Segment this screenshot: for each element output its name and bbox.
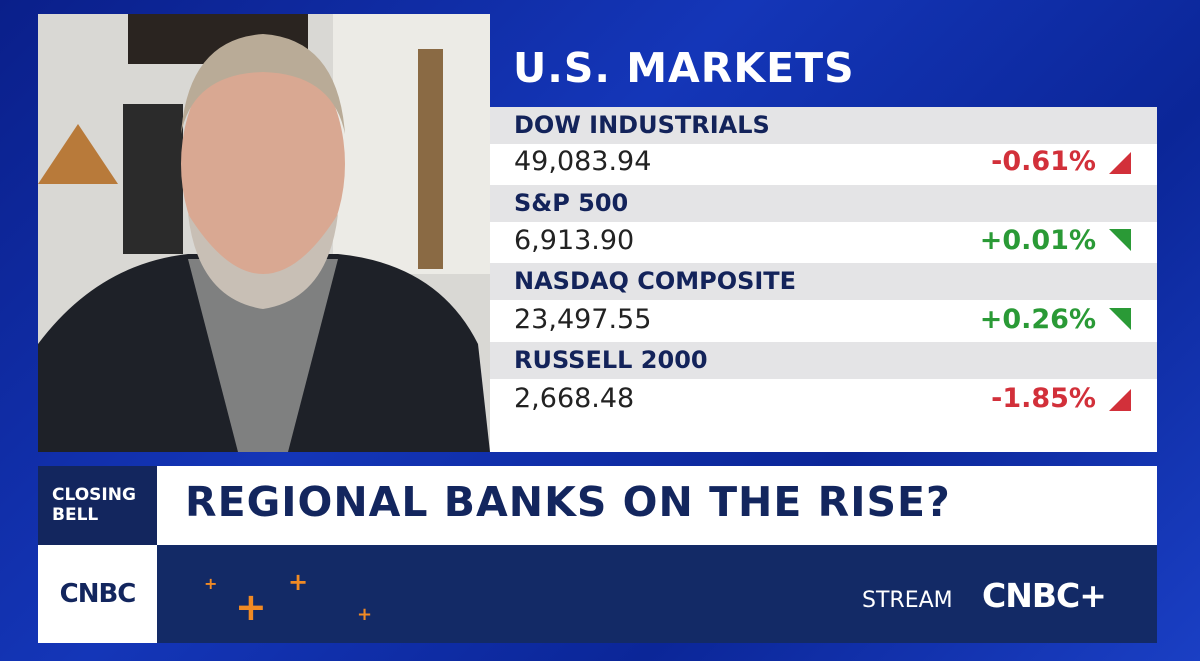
decor: + (357, 604, 373, 625)
show-name: CLOSING BELL (38, 466, 157, 545)
index-change: +0.26% (979, 304, 1096, 335)
index-value: 6,913.90 (514, 225, 635, 256)
index-name: RUSSELL 2000 (490, 342, 1157, 379)
index-name: DOW INDUSTRIALS (490, 107, 1157, 144)
index-value: 49,083.94 (514, 146, 652, 177)
up-arrow (1109, 229, 1131, 251)
index-change: -0.61% (991, 146, 1096, 177)
index-value: 23,497.55 (514, 304, 652, 335)
decor: + (204, 574, 218, 593)
decor: + (288, 568, 309, 596)
index-value: 2,668.48 (514, 383, 635, 414)
video-feed (38, 14, 490, 452)
decor: + (235, 585, 267, 629)
show-line: BELL (52, 505, 99, 525)
network-logo: CNBC (38, 545, 157, 643)
index-name: S&P 500 (490, 185, 1157, 222)
headline: REGIONAL BANKS ON THE RISE? (185, 478, 951, 526)
show-line: CLOSING (52, 485, 136, 505)
footer-band (38, 545, 1157, 643)
index-change: +0.01% (979, 225, 1096, 256)
stream-label: STREAM (862, 588, 953, 613)
index-change: -1.85% (991, 383, 1096, 414)
index-name: NASDAQ COMPOSITE (490, 263, 1157, 300)
panel-title: U.S. MARKETS (513, 44, 855, 92)
stream-brand: CNBC+ (982, 576, 1107, 615)
headline-band (38, 466, 1157, 545)
down-arrow (1109, 389, 1131, 411)
down-arrow (1109, 152, 1131, 174)
up-arrow (1109, 308, 1131, 330)
